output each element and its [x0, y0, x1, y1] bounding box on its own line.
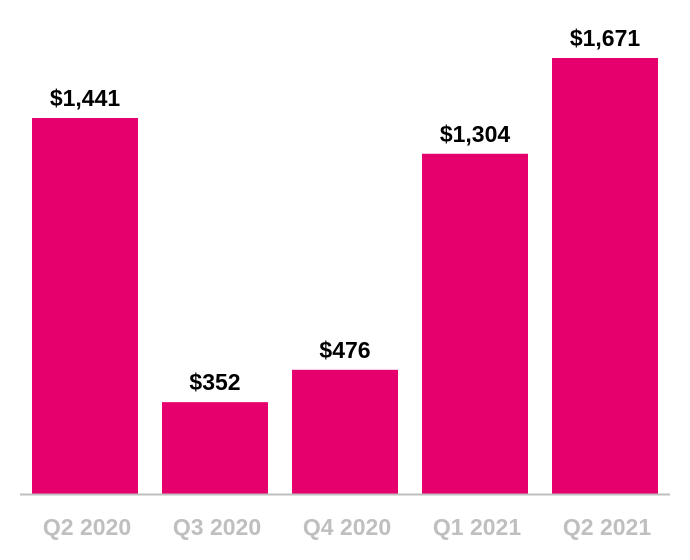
bar-4 — [552, 58, 658, 494]
bar-2 — [292, 369, 398, 494]
x-tick-label-1: Q3 2020 — [173, 514, 261, 540]
data-label-0: $1,441 — [50, 85, 121, 111]
x-tick-label-4: Q2 2021 — [563, 514, 651, 540]
x-tick-label-3: Q1 2021 — [433, 514, 521, 540]
x-tick-label-2: Q4 2020 — [303, 514, 391, 540]
x-tick-label-0: Q2 2020 — [43, 514, 131, 540]
bar-1 — [162, 402, 268, 494]
data-label-1: $352 — [189, 369, 240, 395]
bars-group — [32, 58, 658, 495]
bar-3 — [422, 153, 528, 494]
bar-0 — [32, 118, 138, 495]
value-labels-group: $1,441 $352 $476 $1,304 $1,671 — [50, 25, 641, 395]
data-label-2: $476 — [319, 337, 370, 363]
data-label-4: $1,671 — [570, 25, 641, 51]
data-label-3: $1,304 — [440, 121, 511, 147]
x-tick-labels-group: Q2 2020 Q3 2020 Q4 2020 Q1 2021 Q2 2021 — [43, 514, 651, 540]
